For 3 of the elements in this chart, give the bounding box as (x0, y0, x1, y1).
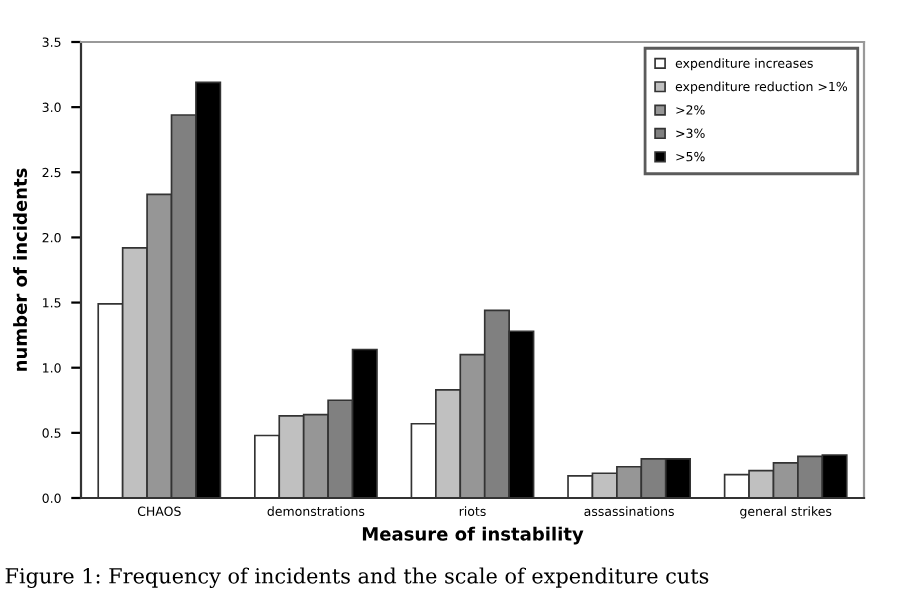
caption: Figure 1: Frequency of incidents and the scale of expenditure cuts (5, 567, 709, 588)
y-axis-title: number of incidents (13, 168, 28, 371)
x-axis-title: Measure of instability (362, 526, 584, 545)
